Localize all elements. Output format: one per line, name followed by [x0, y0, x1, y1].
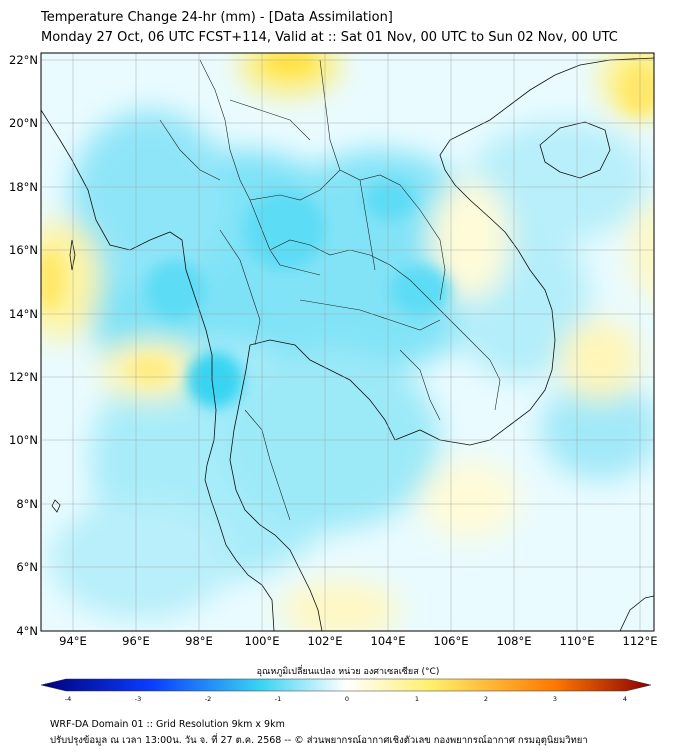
colorbar-tick-label: 1	[415, 695, 419, 703]
colorbar-tick-label: -4	[65, 695, 71, 703]
lat-tick-label: 12°N	[9, 370, 38, 384]
lon-tick-label: 102°E	[308, 634, 343, 648]
colorbar-ticks: -4 -3 -2 -1 0 1 2 3 4	[65, 695, 627, 703]
colorbar-tick-label: -1	[275, 695, 281, 703]
colorbar-tick-label: -3	[135, 695, 141, 703]
colorbar-tick-label: 4	[623, 695, 627, 703]
lon-tick-labels: 94°E 96°E 98°E 100°E 102°E 104°E 106°E 1…	[59, 634, 657, 648]
lat-tick-label: 4°N	[16, 624, 38, 638]
lat-tick-label: 10°N	[9, 433, 38, 447]
colorbar-tick-label: -2	[205, 695, 211, 703]
lon-tick-label: 100°E	[245, 634, 280, 648]
colorbar-tick-label: 0	[345, 695, 349, 703]
graticule	[41, 53, 654, 631]
lon-tick-label: 106°E	[434, 634, 469, 648]
colorbar: อุณหภูมิเปลี่ยนแปลง หน่วย องศาเซลเซียส (…	[0, 660, 676, 720]
lat-tick-label: 8°N	[16, 497, 38, 511]
lat-tick-label: 18°N	[9, 180, 38, 194]
map-panel: 94°E 96°E 98°E 100°E 102°E 104°E 106°E 1…	[9, 52, 657, 648]
lat-tick-label: 20°N	[9, 116, 38, 130]
coastlines	[41, 57, 654, 631]
lat-tick-labels: 22°N 20°N 18°N 16°N 14°N 12°N 10°N 8°N 6…	[9, 53, 38, 638]
lon-tick-label: 94°E	[59, 634, 87, 648]
colorbar-ramp	[40, 678, 652, 692]
lon-tick-label: 112°E	[623, 634, 658, 648]
lon-tick-label: 108°E	[497, 634, 532, 648]
colorbar-label: อุณหภูมิเปลี่ยนแปลง หน่วย องศาเซลเซียส (…	[257, 664, 440, 677]
lon-tick-label: 104°E	[371, 634, 406, 648]
lat-tick-label: 16°N	[9, 243, 38, 257]
footer-model-info: WRF-DA Domain 01 :: Grid Resolution 9km …	[50, 719, 285, 730]
temperature-field	[41, 53, 654, 631]
colorbar-svg: อุณหภูมิเปลี่ยนแปลง หน่วย องศาเซลเซียส (…	[40, 664, 652, 703]
lat-tick-label: 6°N	[16, 560, 38, 574]
lon-tick-label: 98°E	[185, 634, 213, 648]
footer-credit: ปรับปรุงข้อมูล ณ เวลา 13:00น. วัน จ. ที่…	[50, 735, 588, 746]
lon-tick-label: 96°E	[122, 634, 150, 648]
map-title: Temperature Change 24-hr (mm) - [Data As…	[41, 10, 393, 25]
lat-tick-label: 14°N	[9, 307, 38, 321]
map-svg: 94°E 96°E 98°E 100°E 102°E 104°E 106°E 1…	[9, 52, 657, 648]
map-frame	[40, 52, 655, 632]
colorbar-tick-label: 2	[484, 695, 488, 703]
colorbar-tick-label: 3	[553, 695, 557, 703]
map-subtitle: Monday 27 Oct, 06 UTC FCST+114, Valid at…	[41, 30, 618, 45]
lon-tick-label: 110°E	[560, 634, 595, 648]
lat-tick-label: 22°N	[9, 53, 38, 67]
